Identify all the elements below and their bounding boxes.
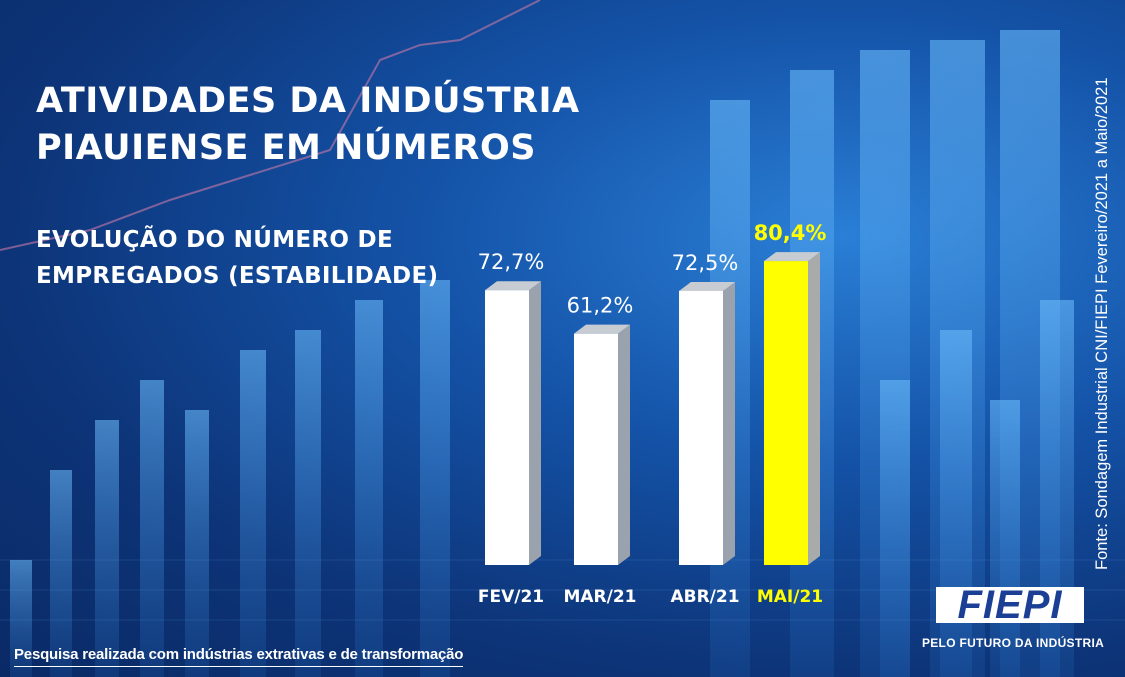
bar [764, 261, 808, 565]
chart-title-line-1: EVOLUÇÃO DO NÚMERO DE [36, 227, 393, 253]
bg-bar [185, 410, 209, 677]
bar-value-label: 80,4% [754, 221, 827, 245]
bg-bar [50, 470, 72, 677]
x-tick-label: FEV/21 [478, 587, 544, 607]
page-title: ATIVIDADES DA INDÚSTRIA PIAUIENSE EM NÚM… [36, 78, 580, 172]
bg-bar [140, 380, 164, 677]
bar-value-label: 61,2% [567, 294, 634, 318]
footnote: Pesquisa realizada com indústrias extrat… [14, 646, 463, 667]
bg-bar [420, 280, 450, 677]
x-tick-label: MAR/21 [563, 587, 636, 607]
bg-bar [880, 380, 910, 677]
bar-side [618, 324, 630, 565]
chart-title-line-2: EMPREGADOS (ESTABILIDADE) [36, 263, 439, 289]
bar-top [485, 281, 541, 291]
bar-top [574, 324, 630, 334]
bar-top [679, 281, 735, 291]
bg-bar [95, 420, 119, 677]
bar [574, 333, 618, 565]
bg-bar [240, 350, 266, 677]
bg-bar [990, 400, 1020, 677]
bar [679, 290, 723, 565]
bar-side [723, 281, 735, 565]
bar-value-label: 72,5% [672, 251, 739, 275]
bar-side [529, 281, 541, 565]
bg-bar [295, 330, 321, 677]
logo-text: FIEPI [957, 583, 1063, 627]
bar-value-label: 72,7% [478, 250, 545, 274]
title-line-2: PIAUIENSE EM NÚMEROS [36, 128, 536, 168]
chart-title: EVOLUÇÃO DO NÚMERO DE EMPREGADOS (ESTABI… [36, 222, 438, 294]
bar [485, 290, 529, 565]
source-note: Fonte: Sondagem Industrial CNI/FIEPI Fev… [1093, 77, 1111, 570]
title-line-1: ATIVIDADES DA INDÚSTRIA [36, 81, 580, 121]
bar-top [764, 252, 820, 262]
bg-bar [10, 560, 32, 677]
x-tick-label: ABR/21 [670, 587, 739, 607]
bg-bar [355, 300, 383, 677]
x-tick-label: MAI/21 [757, 587, 823, 607]
logo-tagline: PELO FUTURO DA INDÚSTRIA [921, 636, 1105, 650]
fiepi-logo: FIEPI [936, 583, 1084, 627]
bar-side [808, 252, 820, 565]
